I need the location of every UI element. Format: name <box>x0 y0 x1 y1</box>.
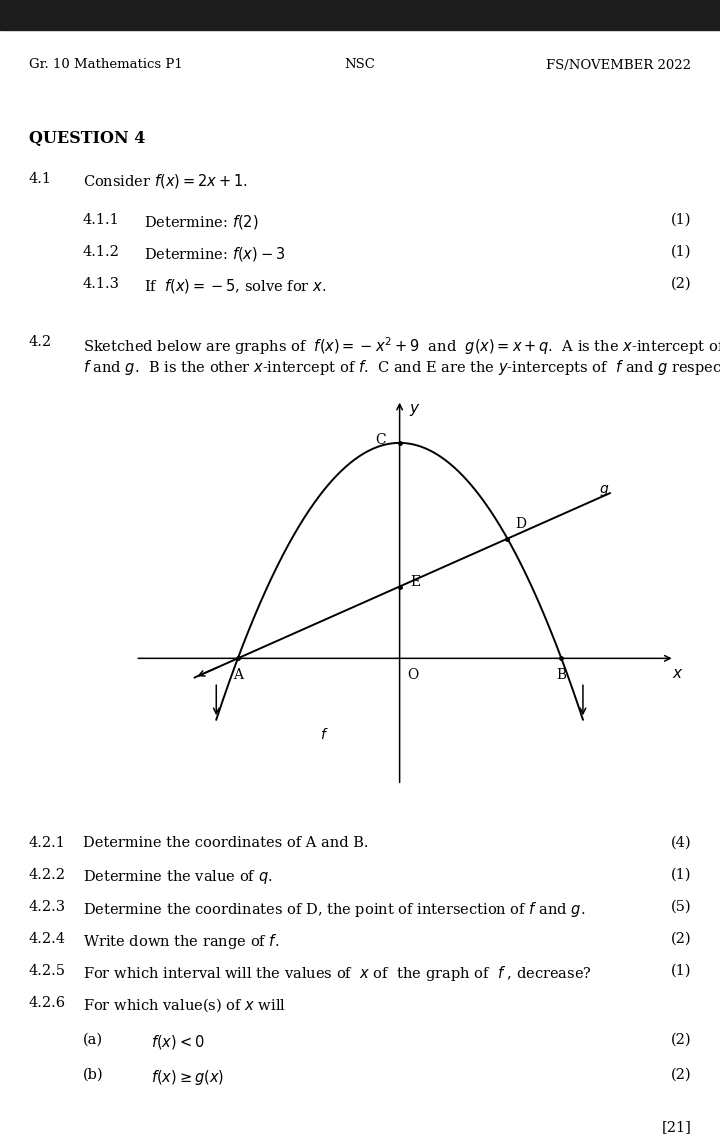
Text: Determine the value of $q$.: Determine the value of $q$. <box>83 868 272 886</box>
Text: [21]: [21] <box>662 1120 691 1134</box>
Text: 4.2.6: 4.2.6 <box>29 996 66 1010</box>
Text: $y$: $y$ <box>409 403 421 418</box>
Text: Determine the coordinates of A and B.: Determine the coordinates of A and B. <box>83 836 369 850</box>
Text: $f$ and $g$.  B is the other $x$-intercept of $f$.  C and E are the $y$-intercep: $f$ and $g$. B is the other $x$-intercep… <box>83 358 720 376</box>
Bar <box>0 0 720 29</box>
Text: Determine: $f(x)-3$: Determine: $f(x)-3$ <box>144 245 285 263</box>
Text: Determine the coordinates of D, the point of intersection of $f$ and $g$.: Determine the coordinates of D, the poin… <box>83 900 585 919</box>
Text: (1): (1) <box>671 964 691 978</box>
Text: (2): (2) <box>670 1068 691 1082</box>
Text: For which interval will the values of  $x$ of  the graph of  $f$ , decrease?: For which interval will the values of $x… <box>83 964 592 983</box>
Text: 4.2.1: 4.2.1 <box>29 836 66 850</box>
Text: Gr. 10 Mathematics P1: Gr. 10 Mathematics P1 <box>29 59 183 71</box>
Text: Sketched below are graphs of  $f(x)=-x^2+9$  and  $g(x)=x+q$.  A is the $x$-inte: Sketched below are graphs of $f(x)=-x^2+… <box>83 335 720 357</box>
Text: D: D <box>516 517 526 532</box>
Text: 4.1.3: 4.1.3 <box>83 277 120 291</box>
Text: (1): (1) <box>671 213 691 227</box>
Text: 4.2.4: 4.2.4 <box>29 932 66 946</box>
Text: 4.2.3: 4.2.3 <box>29 900 66 914</box>
Text: Consider $f(x) = 2x+1$.: Consider $f(x) = 2x+1$. <box>83 172 248 191</box>
Text: FS/NOVEMBER 2022: FS/NOVEMBER 2022 <box>546 59 691 71</box>
Text: (5): (5) <box>670 900 691 914</box>
Text: A: A <box>233 668 243 682</box>
Text: Write down the range of $f$.: Write down the range of $f$. <box>83 932 279 951</box>
Text: 4.1.1: 4.1.1 <box>83 213 120 227</box>
Text: 4.1.2: 4.1.2 <box>83 245 120 259</box>
Text: QUESTION 4: QUESTION 4 <box>29 130 145 147</box>
Text: NSC: NSC <box>345 59 375 71</box>
Text: (1): (1) <box>671 868 691 882</box>
Text: (2): (2) <box>670 932 691 946</box>
Text: $g$: $g$ <box>599 483 609 498</box>
Text: C: C <box>376 433 386 448</box>
Text: $f$: $f$ <box>320 727 328 743</box>
Text: (2): (2) <box>670 277 691 291</box>
Text: (a): (a) <box>83 1033 103 1047</box>
Text: 4.1: 4.1 <box>29 172 52 186</box>
Text: (4): (4) <box>670 836 691 850</box>
Text: 4.2.2: 4.2.2 <box>29 868 66 882</box>
Text: For which value(s) of $x$ will: For which value(s) of $x$ will <box>83 996 286 1014</box>
Text: $f(x)<0$: $f(x)<0$ <box>151 1033 204 1051</box>
Text: E: E <box>410 575 420 589</box>
Text: (2): (2) <box>670 1033 691 1047</box>
Text: O: O <box>408 668 419 682</box>
Text: Determine: $f(2)$: Determine: $f(2)$ <box>144 213 258 231</box>
Text: 4.2.5: 4.2.5 <box>29 964 66 978</box>
Text: If  $f(x) = -5$, solve for $x$.: If $f(x) = -5$, solve for $x$. <box>144 277 327 295</box>
Text: $f(x) \geq g(x)$: $f(x) \geq g(x)$ <box>151 1068 225 1088</box>
Text: 4.2: 4.2 <box>29 335 52 349</box>
Text: B: B <box>557 668 567 682</box>
Text: $x$: $x$ <box>672 667 683 680</box>
Text: (b): (b) <box>83 1068 104 1082</box>
Text: (1): (1) <box>671 245 691 259</box>
